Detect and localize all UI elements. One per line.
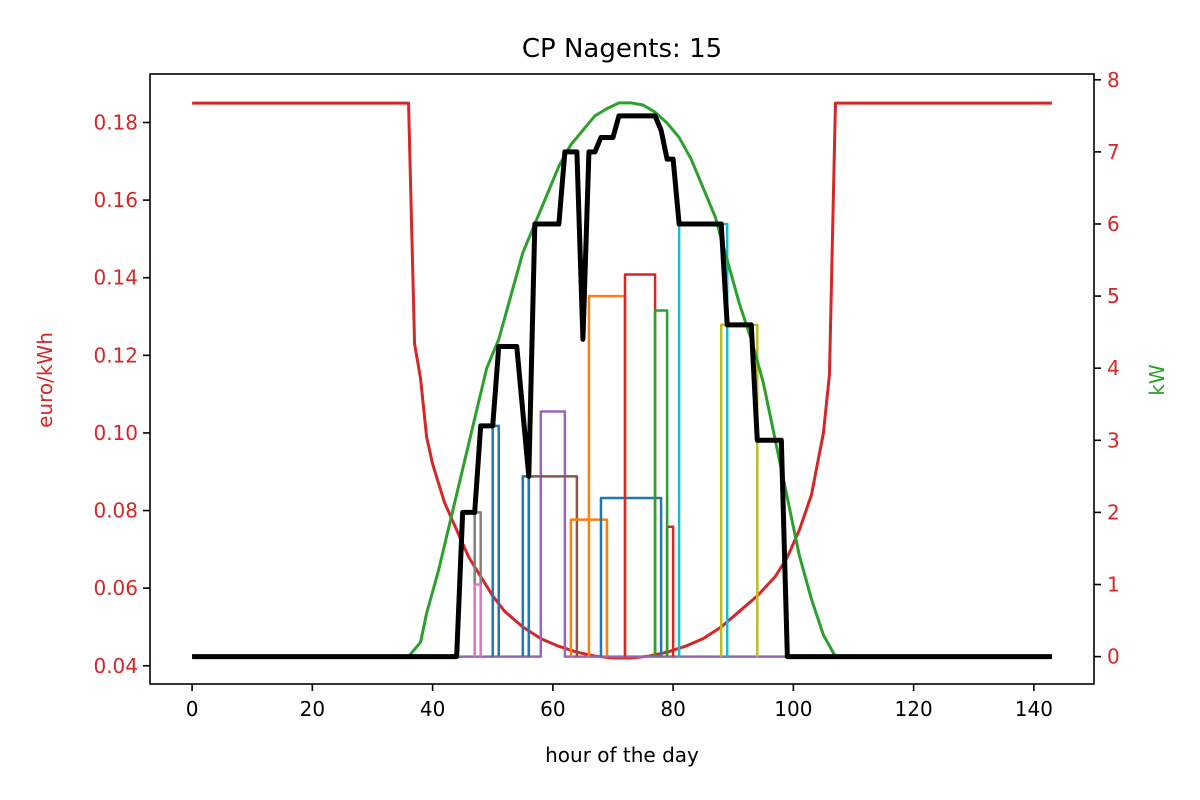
price-series-line — [192, 101, 1052, 660]
left-y-tick-label: 0.14 — [93, 266, 138, 290]
right-y-tick-label: 3 — [1107, 428, 1120, 452]
left-y-tick-label: 0.04 — [93, 654, 138, 678]
x-ticks: 0 20 40 60 80 100 120 140 — [186, 684, 1053, 721]
right-y-tick-label: 5 — [1107, 284, 1120, 308]
right-y-tick-label: 0 — [1107, 645, 1120, 669]
total-load-series-line — [192, 113, 1052, 660]
x-tick-label: 20 — [300, 697, 325, 721]
agent-series-line-1 — [192, 410, 1052, 658]
right-y-tick-label: 4 — [1107, 356, 1120, 380]
agent-series-line-13 — [521, 475, 531, 657]
agent-series-line-12 — [491, 424, 500, 657]
agent-series-line-5 — [599, 496, 663, 657]
x-tick-label: 40 — [420, 697, 445, 721]
left-y-ticks: 0.04 0.06 0.08 0.10 0.12 0.14 0.16 0.18 — [93, 111, 150, 678]
left-y-tick-label: 0.12 — [93, 343, 138, 367]
left-y-tick-label: 0.06 — [93, 576, 138, 600]
chart-title: CP Nagents: 15 — [522, 34, 722, 64]
right-y-ticks: 0 1 2 3 4 5 6 7 8 — [1094, 68, 1120, 669]
right-y-tick-label: 2 — [1107, 500, 1120, 524]
left-y-tick-label: 0.16 — [93, 188, 138, 212]
series-layer — [192, 101, 1052, 660]
x-tick-label: 80 — [660, 697, 685, 721]
left-y-axis-label: euro/kWh — [33, 332, 57, 428]
x-tick-label: 140 — [1015, 697, 1053, 721]
right-y-tick-label: 6 — [1107, 212, 1120, 236]
right-y-tick-label: 7 — [1107, 140, 1120, 164]
agent-series-line-8 — [653, 309, 669, 657]
left-y-tick-label: 0.18 — [93, 111, 138, 135]
left-y-tick-label: 0.10 — [93, 421, 138, 445]
x-tick-label: 60 — [540, 697, 565, 721]
right-y-tick-label: 1 — [1107, 572, 1120, 596]
plot-frame — [149, 73, 1095, 685]
right-y-tick-label: 8 — [1107, 68, 1120, 92]
pv-series-line — [192, 101, 1052, 659]
x-tick-label: 100 — [774, 697, 812, 721]
x-tick-label: 0 — [186, 697, 199, 721]
x-axis-label: hour of the day — [545, 743, 699, 767]
agent-series-line-14 — [473, 583, 482, 657]
x-tick-label: 120 — [895, 697, 933, 721]
right-y-axis-label: kW — [1145, 364, 1169, 396]
agent-series-line-6 — [623, 273, 657, 657]
left-y-tick-label: 0.08 — [93, 499, 138, 523]
